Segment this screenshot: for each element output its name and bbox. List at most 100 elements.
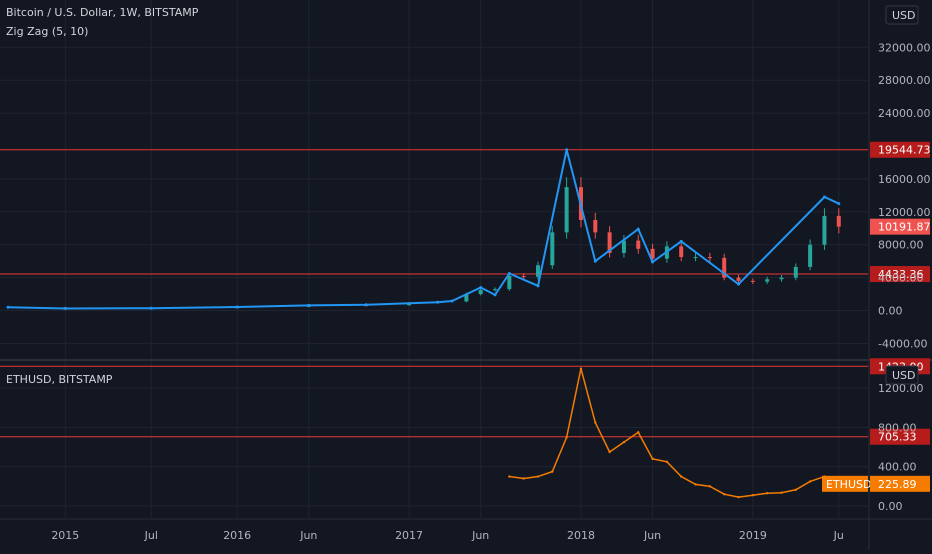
chart-title: Bitcoin / U.S. Dollar, 1W, BITSTAMP (6, 6, 199, 19)
currency-badge-top[interactable] (885, 5, 919, 25)
price-axis-tick-label: 4000.00 (878, 272, 924, 285)
candle-body (507, 275, 512, 290)
price-axis-tick-label: 16000.00 (878, 173, 931, 186)
zigzag-point (565, 148, 569, 152)
time-axis-tick-label: Jun (471, 529, 489, 542)
candle-body (822, 215, 827, 245)
eth-point (608, 450, 611, 454)
eth-point (708, 485, 712, 488)
zigzag-point (651, 260, 655, 264)
currency-label-top: USD (892, 9, 916, 22)
eth-point (794, 488, 798, 491)
candle-body (493, 289, 498, 291)
eth-point (508, 475, 511, 478)
time-axis-tick-label: 2018 (567, 529, 595, 542)
zigzag-point (822, 195, 826, 199)
time-axis-tick-label: Jun (643, 529, 661, 542)
eth-point (765, 492, 769, 495)
candle-body (707, 257, 712, 259)
eth-point (536, 475, 540, 478)
price-axis-tick-label: 28000.00 (878, 74, 931, 87)
price-axis-tick-label: 1200.00 (878, 382, 924, 395)
eth-point (780, 491, 783, 494)
eth-point (551, 470, 554, 473)
candle-body (650, 248, 655, 259)
last-price-box (870, 218, 930, 235)
eth-point (594, 421, 597, 424)
eth-point (680, 475, 683, 478)
sub-chart-title: ETHUSD, BITSTAMP (6, 373, 113, 386)
zigzag-point (235, 305, 239, 309)
currency-label-bottom: USD (892, 369, 916, 382)
zigzag-point (364, 303, 368, 307)
time-axis-tick-label: Jul (144, 529, 158, 542)
candle-body (793, 266, 798, 278)
price-axis-tick-label: 12000.00 (878, 206, 931, 219)
candle-body (808, 244, 813, 267)
candle-body (779, 277, 784, 280)
candle-body (679, 246, 684, 258)
candle-body (693, 257, 698, 259)
candle-body (464, 294, 469, 302)
eth-last-price-box (870, 475, 930, 492)
zigzag-point (149, 306, 153, 310)
price-axis-tick-label: 32000.00 (878, 41, 931, 54)
time-axis-tick-label: Ju (833, 529, 844, 542)
candle-body (736, 277, 741, 281)
candle-body (765, 279, 770, 282)
eth-line (509, 368, 840, 498)
price-axis-tick-label: 800.00 (878, 421, 917, 434)
time-axis-tick-label: Jun (299, 529, 317, 542)
price-level-label: 705.33 (878, 431, 917, 444)
eth-last-price-label: 225.89 (878, 478, 917, 491)
candle-body (535, 265, 540, 277)
zigzag-point (679, 239, 683, 243)
zigzag-point (636, 227, 640, 231)
zigzag-point (737, 282, 741, 286)
eth-point (808, 480, 812, 483)
candle-body (722, 257, 727, 278)
price-level-label: 4433.36 (878, 268, 924, 281)
eth-point (651, 457, 654, 461)
price-label-box (870, 266, 930, 283)
price-axis-tick-label: 0.00 (878, 500, 903, 513)
zigzag-point (479, 285, 483, 289)
eth-name-box (822, 475, 868, 492)
candle-body (607, 232, 612, 253)
time-axis-tick-label: 2019 (739, 529, 767, 542)
eth-point (565, 436, 568, 439)
price-label-box (870, 141, 930, 158)
candle-body (836, 215, 841, 227)
eth-point (622, 440, 626, 444)
currency-badge-bottom[interactable] (885, 365, 919, 385)
candle-body (593, 220, 598, 233)
zigzag-point (593, 259, 597, 263)
zigzag-point (450, 299, 454, 303)
price-axis-tick-label: -4000.00 (878, 337, 927, 350)
zigzag-point (63, 306, 67, 310)
candle-body (564, 187, 569, 233)
zigzag-point (837, 202, 841, 206)
candle-body (550, 232, 555, 266)
candle-body (521, 275, 526, 277)
price-level-label: 19544.73 (878, 144, 931, 157)
eth-point (579, 367, 583, 370)
eth-point (722, 493, 726, 496)
candle-body (621, 240, 626, 253)
eth-point (694, 483, 697, 486)
zigzag-point (6, 305, 10, 309)
eth-name-label: ETHUSD (826, 478, 871, 491)
time-axis-tick-label: 2017 (395, 529, 423, 542)
zigzag-point (436, 300, 440, 304)
price-axis-tick-label: 0.00 (878, 305, 903, 318)
eth-point (751, 493, 755, 497)
candle-body (750, 280, 755, 282)
indicator-label: Zig Zag (5, 10) (6, 25, 88, 38)
eth-point (665, 460, 669, 464)
zigzag-point (307, 303, 311, 307)
zigzag-line (7, 149, 840, 310)
candle-body (478, 289, 483, 295)
